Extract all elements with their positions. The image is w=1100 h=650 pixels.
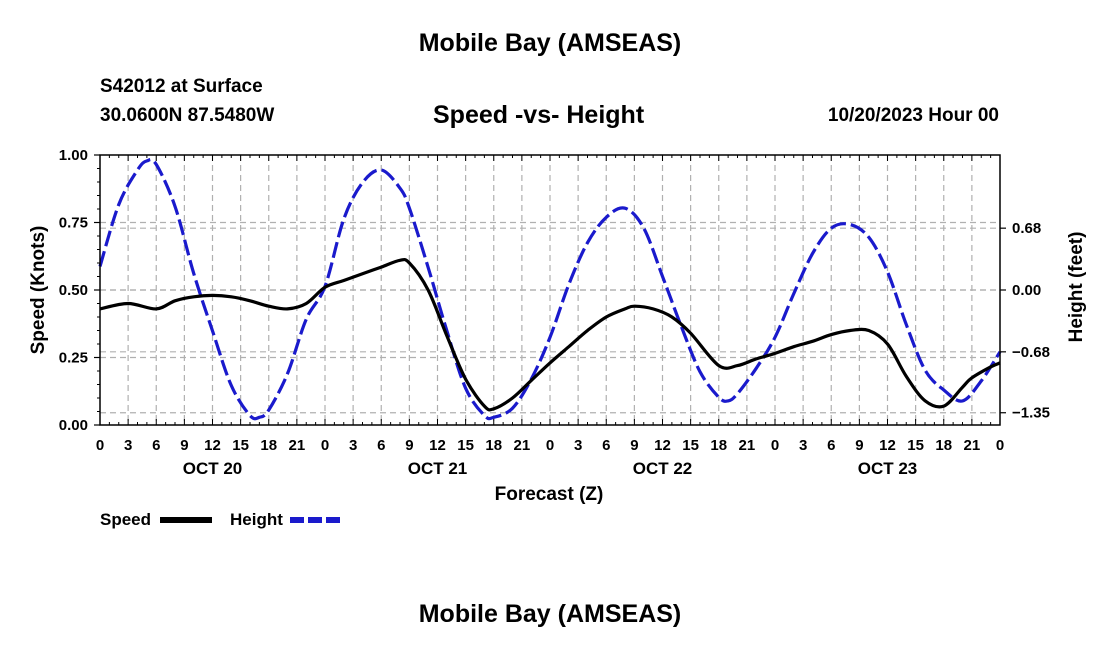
x-tick-label: 15 <box>457 437 474 454</box>
x-tick-label: 15 <box>907 437 924 454</box>
x-tick-label: 0 <box>321 437 329 454</box>
legend: Speed Height <box>100 510 342 529</box>
x-tick-label: 9 <box>405 437 413 454</box>
x-tick-label: 3 <box>349 437 357 454</box>
y-axis-label: Speed (Knots) <box>28 226 49 355</box>
x-tick-label: 6 <box>377 437 385 454</box>
day-label: OCT 22 <box>633 459 693 478</box>
x-tick-label: 3 <box>799 437 807 454</box>
y2-tick-label: 0.00 <box>1012 282 1041 299</box>
series-line-speed <box>99 257 1001 412</box>
y-tick-label: 1.00 <box>59 147 88 164</box>
x-tick-label: 0 <box>96 437 104 454</box>
x-tick-label: 6 <box>827 437 835 454</box>
x-tick-label: 21 <box>289 437 306 454</box>
y-tick-label: 0.25 <box>59 350 88 367</box>
x-tick-label: 21 <box>739 437 756 454</box>
x-tick-label: 0 <box>771 437 779 454</box>
legend-speed-label: Speed <box>100 510 151 529</box>
coordinates-label: 30.0600N 87.5480W <box>100 105 275 126</box>
legend-height-label: Height <box>230 510 283 529</box>
footer-title: Mobile Bay (AMSEAS) <box>418 600 682 628</box>
station-label: S42012 at Surface <box>100 76 263 97</box>
axis-labels: Forecast (Z) Speed (Knots) Height (feet)… <box>28 147 1087 505</box>
x-tick-label: 6 <box>602 437 610 454</box>
y-tick-label: 0.75 <box>59 215 88 232</box>
x-tick-label: 18 <box>935 437 952 454</box>
y-tick-label: 0.00 <box>59 417 88 434</box>
day-label: OCT 20 <box>183 459 243 478</box>
x-tick-label: 0 <box>996 437 1004 454</box>
x-tick-label: 0 <box>546 437 554 454</box>
x-tick-label: 9 <box>855 437 863 454</box>
day-label: OCT 23 <box>858 459 918 478</box>
y2-axis-label: Height (feet) <box>1066 232 1087 343</box>
series-line-height <box>98 157 1002 421</box>
x-tick-label: 21 <box>514 437 531 454</box>
x-tick-label: 21 <box>964 437 981 454</box>
x-tick-label: 12 <box>654 437 671 454</box>
x-axis-label: Forecast (Z) <box>495 484 604 505</box>
y2-tick-label: 0.68 <box>1012 220 1041 237</box>
x-tick-label: 9 <box>180 437 188 454</box>
x-tick-label: 3 <box>124 437 132 454</box>
x-tick-label: 12 <box>429 437 446 454</box>
plot-frame <box>94 154 1006 426</box>
forecast-datetime: 10/20/2023 Hour 00 <box>827 105 999 126</box>
day-label: OCT 21 <box>408 459 468 478</box>
x-tick-label: 18 <box>710 437 727 454</box>
x-tick-label: 15 <box>232 437 249 454</box>
x-tick-label: 15 <box>682 437 699 454</box>
x-tick-label: 12 <box>879 437 896 454</box>
x-tick-label: 18 <box>260 437 277 454</box>
y2-tick-label: −1.35 <box>1012 405 1050 422</box>
grid-lines <box>100 155 1000 425</box>
x-tick-label: 18 <box>485 437 502 454</box>
x-tick-label: 12 <box>204 437 221 454</box>
x-tick-label: 3 <box>574 437 582 454</box>
chart-subtitle: Speed -vs- Height <box>433 101 645 129</box>
series-lines <box>98 157 1002 421</box>
y-tick-label: 0.50 <box>59 282 88 299</box>
chart-title: Mobile Bay (AMSEAS) <box>418 29 682 57</box>
x-tick-label: 9 <box>630 437 638 454</box>
x-tick-label: 6 <box>152 437 160 454</box>
y2-tick-label: −0.68 <box>1012 344 1050 361</box>
